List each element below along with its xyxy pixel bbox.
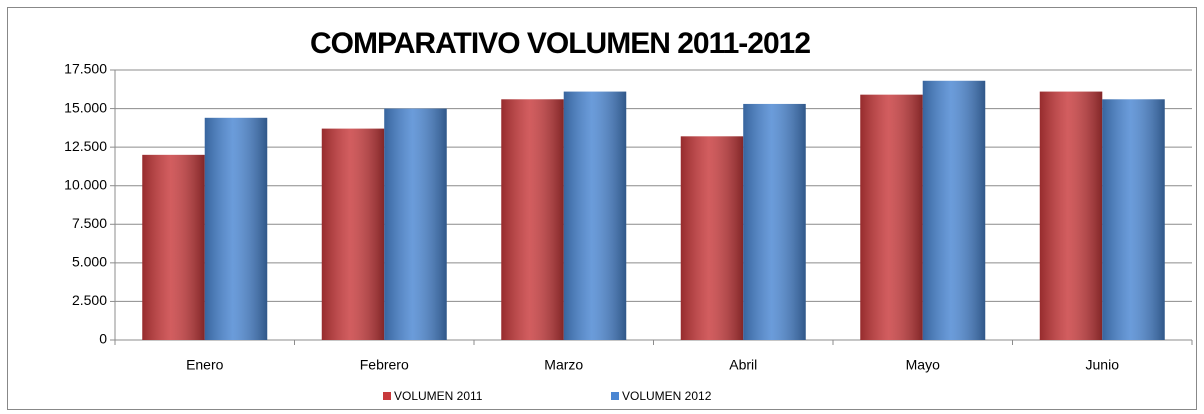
bar-shade [1039, 91, 1103, 340]
chart-title: COMPARATIVO VOLUMEN 2011-2012 [310, 27, 810, 60]
bar-shade [743, 103, 806, 340]
y-tick-label: 15.000 [64, 99, 107, 115]
bar-shade [1102, 99, 1165, 340]
bar-shade [501, 99, 564, 340]
y-tick-label: 2.500 [72, 292, 107, 308]
x-tick-label: Mayo [906, 357, 940, 373]
legend-label: VOLUMEN 2011 [394, 389, 483, 403]
bar-shade [384, 108, 447, 340]
x-tick-label: Enero [186, 357, 224, 373]
y-tick-label: 7.500 [72, 215, 107, 231]
legend-swatch [383, 392, 391, 400]
y-tick-label: 0 [99, 331, 107, 347]
bar-shade [142, 154, 205, 340]
bar-shade [922, 80, 986, 341]
bar-shade [321, 128, 385, 340]
y-tick-label: 5.000 [72, 254, 107, 270]
legend-label: VOLUMEN 2012 [622, 389, 712, 403]
x-tick-label: Marzo [544, 357, 583, 373]
bar-shade [204, 117, 268, 340]
y-tick-label: 12.500 [64, 138, 107, 154]
x-tick-label: Junio [1086, 357, 1120, 373]
bar-shade [680, 136, 744, 340]
x-tick-label: Febrero [360, 357, 409, 373]
bar-shade [563, 91, 627, 340]
y-tick-label: 17.500 [64, 61, 107, 77]
y-tick-label: 10.000 [64, 176, 107, 192]
bar-shade [860, 94, 923, 340]
legend-swatch [611, 392, 619, 400]
x-tick-label: Abril [729, 357, 757, 373]
